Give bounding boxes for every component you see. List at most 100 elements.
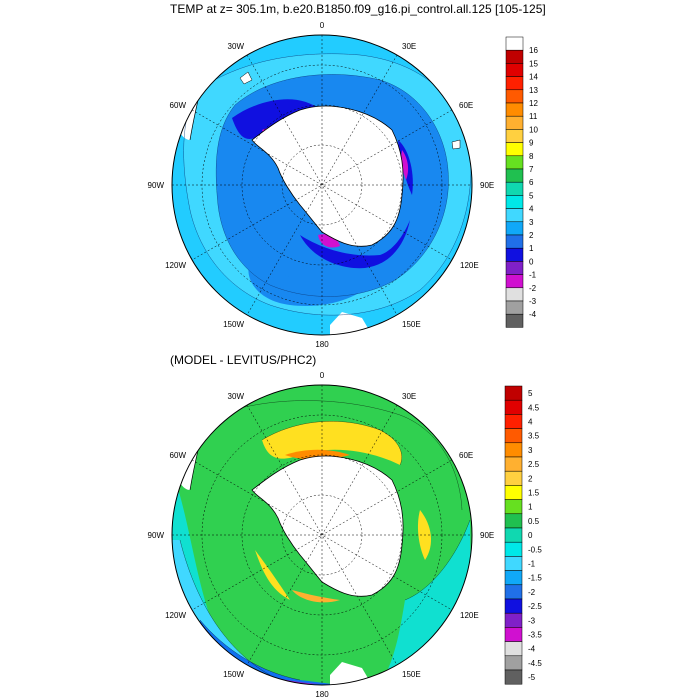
top-colorbar-box (505, 287, 524, 302)
bottom-colorbar-box (504, 570, 523, 586)
bottom-colorbar-label: -5 (528, 673, 536, 682)
top-lon-label-180: 180 (315, 340, 329, 349)
bottom-colorbar-label: -3 (528, 616, 536, 625)
top-field-pacific-lobe (248, 255, 370, 306)
bottom-colorbar-box (504, 485, 523, 500)
main-title: TEMP at z= 305.1m, b.e20.B1850.f09_g16.p… (170, 2, 546, 16)
bottom-lon-label-150e: 150E (402, 670, 421, 679)
top-colorbar-label: 9 (529, 139, 534, 148)
bottom-colorbar-box (504, 641, 523, 657)
bottom-colorbar-box (504, 399, 523, 415)
top-colorbar-label: 7 (529, 165, 534, 174)
bottom-colorbar-box (504, 598, 523, 614)
bottom-colorbar-box (504, 442, 523, 458)
bottom-longitude-labels: 0 30E 60E 90E 120E 150E 180 150W 120W 90… (148, 371, 495, 699)
bottom-lon-label-120w: 120W (165, 611, 186, 620)
top-lon-label-150w: 150W (223, 320, 244, 329)
bottom-colorbar-label: -4 (528, 645, 536, 654)
top-lon-label-30e: 30E (402, 42, 416, 51)
top-colorbar-box (505, 195, 524, 209)
top-colorbar-label: 4 (529, 205, 534, 214)
top-lon-label-0: 0 (320, 21, 325, 30)
top-colorbar-label: 14 (529, 73, 538, 82)
bottom-field-yellow-west (255, 550, 290, 600)
bottom-colorbar-box (504, 499, 523, 515)
bottom-colorbar-box (504, 428, 523, 444)
top-colorbar-label: -4 (529, 310, 537, 319)
bottom-colorbar-box (504, 456, 523, 472)
top-lon-label-30w: 30W (228, 42, 245, 51)
top-field-weddell-cold (232, 99, 320, 139)
top-colorbar-box (505, 313, 524, 328)
bottom-colorbar-label: -2 (528, 588, 536, 597)
bottom-colorbar-label: -0.5 (528, 545, 542, 554)
top-colorbar-label: 6 (529, 178, 534, 187)
top-colorbar-label: 15 (529, 59, 538, 68)
bottom-colorbar-label: -1 (528, 560, 536, 569)
bottom-antarctica-land (251, 455, 404, 597)
top-lon-label-60w: 60W (170, 101, 187, 110)
bottom-lon-label-180: 180 (315, 690, 329, 699)
bottom-colorbar-box (504, 414, 523, 429)
top-colorbar-box (505, 168, 524, 183)
top-longitude-labels: 0 30E 60E 90E 120E 150E 180 150W 120W 90… (148, 21, 495, 349)
bottom-colorbar-box (504, 513, 523, 529)
bottom-colorbar-label: 2.5 (528, 460, 540, 469)
top-map-frame (171, 34, 473, 336)
bottom-lon-label-30e: 30E (402, 392, 416, 401)
top-antarctica-land (251, 105, 404, 247)
top-colorbar-label: 11 (529, 112, 538, 121)
top-map: 0 30E 60E 90E 120E 150E 180 150W 120W 90… (148, 21, 539, 349)
bottom-colorbar-label: 3.5 (528, 432, 540, 441)
top-colorbar-box (505, 208, 524, 223)
bottom-map: 0 30E 60E 90E 120E 150E 180 150W 120W 90… (148, 371, 543, 699)
bottom-lon-label-0: 0 (320, 371, 325, 380)
bottom-colorbar-box (504, 669, 523, 685)
bottom-colorbar-box (504, 385, 523, 401)
bottom-colorbar-label: -2.5 (528, 602, 542, 611)
top-colorbar-label: -2 (529, 284, 537, 293)
bottom-lon-label-60e: 60E (459, 451, 473, 460)
bottom-map-frame (171, 384, 473, 686)
bottom-lon-label-90w: 90W (148, 531, 165, 540)
bottom-colorbar-label: 5 (528, 389, 533, 398)
bottom-colorbar-label: 2 (528, 474, 533, 483)
bottom-colorbar-label: 1 (528, 503, 533, 512)
bottom-lon-label-30w: 30W (228, 392, 245, 401)
bottom-colorbar-box (504, 584, 523, 600)
top-colorbar-label: 0 (529, 257, 534, 266)
bottom-colorbar-label: -1.5 (528, 574, 542, 583)
top-colorbar-box (505, 300, 524, 315)
bottom-lon-label-150w: 150W (223, 670, 244, 679)
top-colorbar-box (505, 115, 524, 130)
top-colorbar-box (505, 142, 524, 157)
top-colorbar-box (505, 155, 524, 170)
top-colorbar-box (505, 247, 524, 262)
top-colorbar-label: 16 (529, 46, 538, 55)
top-lon-label-150e: 150E (402, 320, 421, 329)
top-field-ross-cold (300, 220, 410, 269)
bottom-lon-label-90e: 90E (480, 531, 494, 540)
top-colorbar-box (505, 76, 524, 91)
bottom-colorbar-label: 0 (528, 531, 533, 540)
top-colorbar-box (505, 261, 524, 275)
top-colorbar-box (505, 221, 524, 236)
top-lon-label-120w: 120W (165, 261, 186, 270)
top-colorbar-box (505, 36, 524, 51)
difference-title: (MODEL - LEVITUS/PHC2) (170, 353, 317, 367)
bottom-colorbar-label: 0.5 (528, 517, 540, 526)
top-lon-label-90w: 90W (148, 181, 165, 190)
top-colorbar-label: 3 (529, 218, 534, 227)
top-colorbar-label: 10 (529, 125, 538, 134)
bottom-field-orange-ross (292, 590, 340, 603)
bottom-colorbar-box (504, 627, 523, 642)
top-colorbar-box (505, 181, 524, 196)
bottom-colorbar-label: -4.5 (528, 659, 542, 668)
bottom-colorbar-box (504, 541, 523, 557)
bottom-graticule (172, 385, 472, 685)
top-colorbar-box (505, 102, 524, 117)
bottom-colorbar-box (504, 556, 523, 571)
top-graticule (172, 35, 472, 335)
